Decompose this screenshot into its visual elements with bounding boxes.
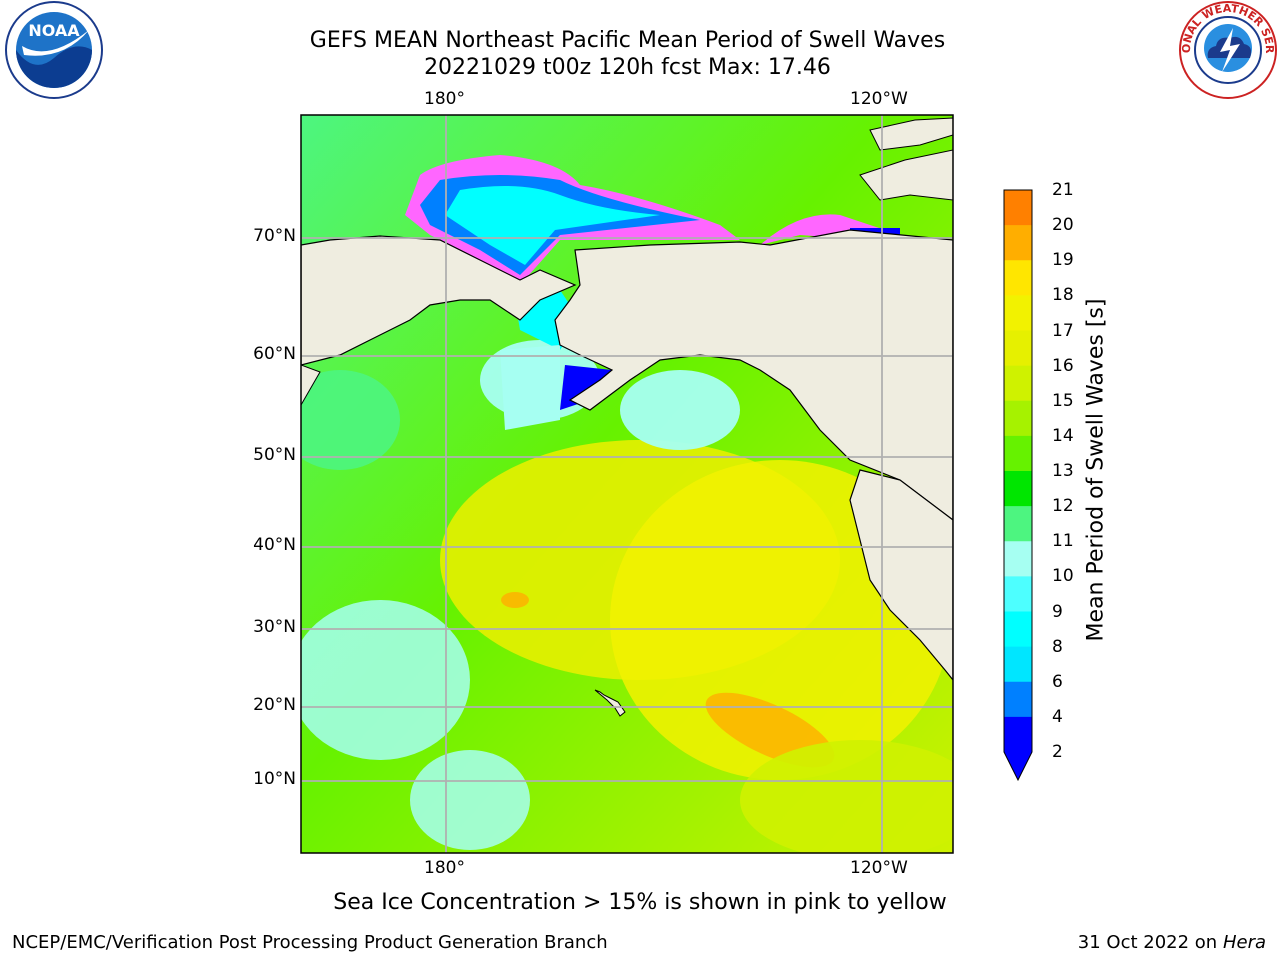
map-title: GEFS MEAN Northeast Pacific Mean Period … <box>309 28 946 53</box>
swell-region <box>410 750 530 850</box>
colorbar-swatch <box>1004 190 1032 226</box>
lat-label: 10°N <box>253 769 296 789</box>
land-alaska-canada <box>554 229 953 521</box>
colorbar-tick-label: 20 <box>1052 215 1074 236</box>
colorbar-swatch <box>1004 541 1032 577</box>
colorbar-tick-label: 9 <box>1052 601 1063 622</box>
land-siberia <box>301 235 577 366</box>
lat-label: 70°N <box>253 226 296 246</box>
lon-label-top: 180° <box>424 89 465 109</box>
map-subtitle: 20221029 t00z 120h fcst Max: 17.46 <box>424 55 831 80</box>
swell-region <box>301 370 400 470</box>
colorbar-frame <box>1003 189 1033 782</box>
sea-ice-region <box>445 186 660 265</box>
colorbar-tick-label: 16 <box>1052 355 1074 376</box>
colorbar <box>1003 189 1033 782</box>
colorbar-swatch <box>1004 295 1032 331</box>
colorbar-tick-label: 6 <box>1052 671 1063 692</box>
colorbar-tick-label: 21 <box>1052 180 1074 200</box>
colorbar-swatch <box>1004 611 1032 648</box>
nws-logo-icon: NATIONAL WEATHER SERVICE <box>1178 0 1277 99</box>
svg-text:NOAA: NOAA <box>28 21 80 40</box>
colorbar-tick-label: 10 <box>1052 566 1074 587</box>
lat-label: 40°N <box>253 535 296 555</box>
colorbar-swatch <box>1004 576 1032 612</box>
colorbar-tick-label: 11 <box>1052 531 1074 552</box>
colorbar-tick-label: 13 <box>1052 461 1074 481</box>
footer-credit: NCEP/EMC/Verification Post Processing Pr… <box>12 932 608 953</box>
colorbar-swatch <box>1004 716 1032 753</box>
noaa-logo-icon: NOAA <box>5 1 103 99</box>
colorbar-tick-label: 18 <box>1052 285 1074 306</box>
colorbar-swatch <box>1004 365 1032 402</box>
colorbar-tick-label: 4 <box>1052 706 1063 727</box>
colorbar-tick-label: 14 <box>1052 425 1074 446</box>
map-frame <box>300 114 954 854</box>
swell-region <box>500 345 560 430</box>
lon-label-bottom: 180° <box>424 858 465 878</box>
colorbar-tick-label: 17 <box>1052 320 1074 341</box>
colorbar-swatch <box>1004 681 1032 718</box>
colorbar-swatch <box>1004 471 1032 507</box>
lat-label: 30°N <box>253 617 296 637</box>
swell-region <box>620 370 740 450</box>
colorbar-extension <box>1004 752 1032 780</box>
swell-region <box>501 592 529 608</box>
colorbar-swatch <box>1004 435 1032 472</box>
colorbar-swatch <box>1004 225 1032 261</box>
lat-label: 60°N <box>253 344 296 364</box>
sea-ice-note: Sea Ice Concentration > 15% is shown in … <box>333 890 947 915</box>
colorbar-tick-label: 15 <box>1052 390 1074 411</box>
land-arctic-islands <box>869 117 953 151</box>
lon-label-bottom: 120°W <box>850 858 908 878</box>
colorbar-tick-label: 19 <box>1052 250 1074 271</box>
swell-region <box>301 600 470 760</box>
footer-machine: Hera <box>1222 932 1266 953</box>
map-plot-area <box>301 115 953 853</box>
land-north-america <box>849 469 953 681</box>
colorbar-swatch <box>1004 260 1032 296</box>
colorbar-tick-label: 8 <box>1052 636 1063 657</box>
swell-region <box>740 740 953 853</box>
colorbar-swatch <box>1004 646 1032 683</box>
graticule <box>301 115 953 853</box>
land-kamchatka <box>301 364 321 407</box>
footer-date: 31 Oct 2022 on Hera <box>1077 932 1266 953</box>
lat-label: 50°N <box>253 445 296 465</box>
colorbar-swatch <box>1004 506 1032 542</box>
colorbar-tick-label: 2 <box>1052 742 1063 762</box>
lon-label-top: 120°W <box>850 89 908 109</box>
colorbar-tick-label: 12 <box>1052 496 1074 517</box>
land-arctic-islands <box>859 149 953 201</box>
colorbar-swatch <box>1004 330 1032 367</box>
lat-label: 20°N <box>253 695 296 715</box>
colorbar-swatch <box>1004 400 1032 437</box>
